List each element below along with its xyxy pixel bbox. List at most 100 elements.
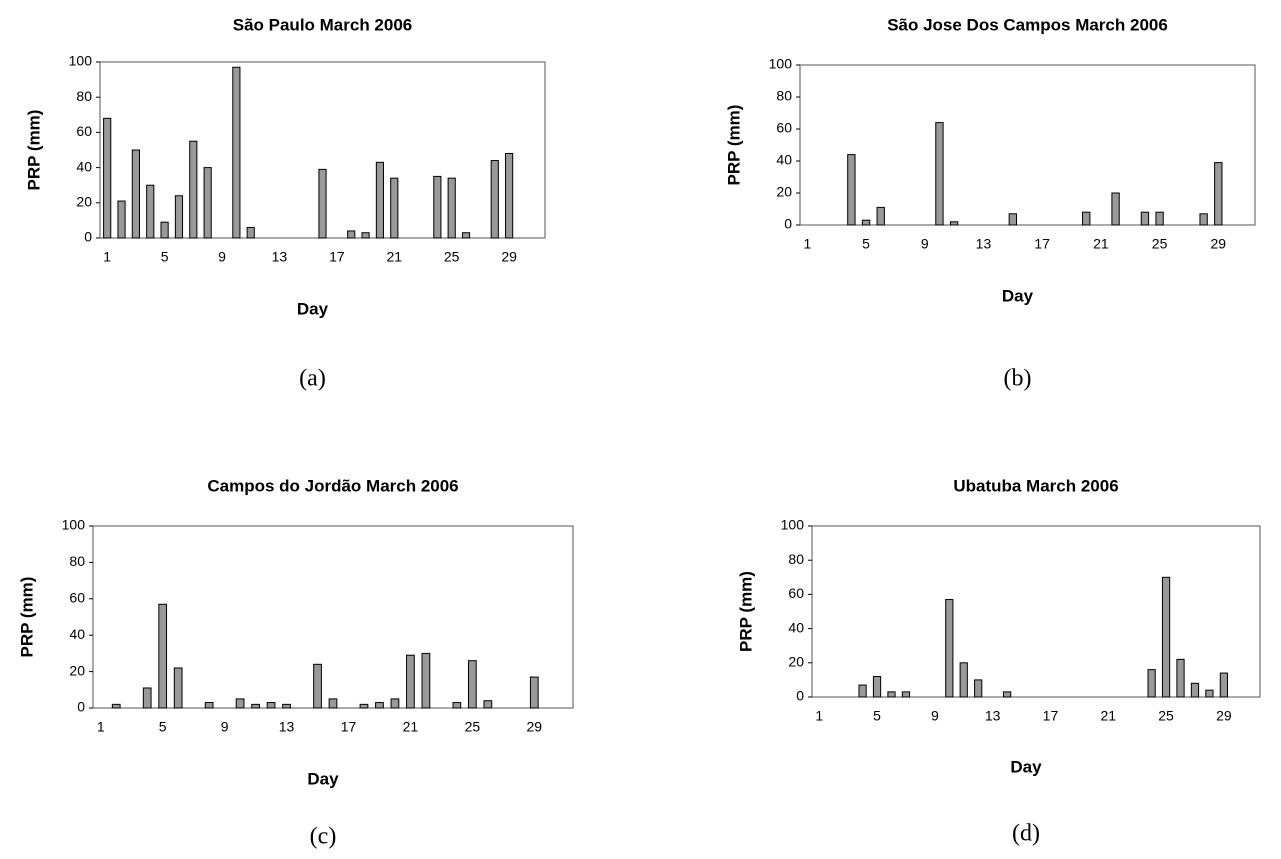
x-tick-label: 13 <box>272 249 288 265</box>
y-tick-label: 60 <box>776 120 792 136</box>
bar <box>949 221 959 226</box>
bar <box>328 698 338 709</box>
bar <box>111 703 121 709</box>
bar <box>1147 669 1156 698</box>
x-tick-label: 17 <box>329 249 345 265</box>
y-axis-label: PRP (mm) <box>17 577 36 658</box>
bar <box>490 160 499 239</box>
bar <box>483 700 493 709</box>
x-tick-label: 9 <box>931 708 939 724</box>
x-tick-label: 5 <box>862 236 870 252</box>
y-tick-label: 40 <box>788 619 804 635</box>
chart-title: Ubatuba March 2006 <box>953 476 1118 495</box>
bar <box>146 184 155 239</box>
y-tick-label: 60 <box>788 585 804 601</box>
bar <box>529 676 539 709</box>
bar <box>204 702 214 709</box>
bar <box>174 195 184 239</box>
plot-frame <box>811 525 1261 698</box>
y-tick-label: 100 <box>781 517 805 533</box>
x-tick-label: 1 <box>103 249 111 265</box>
x-tick-label: 21 <box>403 719 419 735</box>
bar <box>505 153 514 239</box>
y-tick-label: 80 <box>788 551 804 567</box>
bar <box>313 663 322 709</box>
y-tick-label: 100 <box>769 56 793 72</box>
bar <box>1008 213 1017 226</box>
y-tick-label: 40 <box>69 626 85 642</box>
bar <box>1214 162 1223 226</box>
bar <box>359 703 369 709</box>
bar <box>1190 682 1200 698</box>
y-tick-label: 80 <box>76 88 92 104</box>
x-axis-label: Day <box>1002 286 1034 305</box>
y-tick-label: 80 <box>69 553 85 569</box>
x-tick-label: 29 <box>527 719 543 735</box>
bar <box>861 219 871 226</box>
bar <box>390 698 400 709</box>
bar <box>318 168 327 239</box>
y-tick-label: 80 <box>776 88 792 104</box>
bar <box>347 230 356 239</box>
bar <box>935 122 944 226</box>
x-tick-label: 21 <box>1100 708 1116 724</box>
bar <box>131 149 140 239</box>
y-tick-label: 0 <box>84 229 92 245</box>
bar <box>887 691 896 698</box>
x-axis-label: Day <box>297 299 329 318</box>
x-tick-label: 21 <box>386 249 402 265</box>
bar <box>447 177 456 239</box>
bar <box>390 177 399 239</box>
x-tick-label: 5 <box>161 249 169 265</box>
bar <box>1002 691 1012 698</box>
x-tick-label: 17 <box>1043 708 1059 724</box>
bar <box>959 662 968 698</box>
bar <box>461 232 471 239</box>
bar <box>158 603 168 709</box>
bar <box>467 660 477 709</box>
x-axis-label: Day <box>307 769 339 788</box>
bar <box>160 221 169 239</box>
bar <box>421 652 431 709</box>
bar <box>173 667 183 709</box>
y-tick-label: 0 <box>77 699 85 715</box>
x-tick-label: 25 <box>444 249 460 265</box>
y-tick-label: 20 <box>76 194 92 210</box>
x-tick-label: 5 <box>159 719 167 735</box>
x-tick-label: 13 <box>976 236 992 252</box>
x-tick-label: 17 <box>341 719 357 735</box>
bar <box>375 702 384 709</box>
x-tick-label: 1 <box>803 236 811 252</box>
bar <box>858 684 867 698</box>
bar <box>203 167 212 239</box>
y-tick-label: 100 <box>62 517 86 533</box>
x-tick-label: 5 <box>873 708 881 724</box>
x-tick-label: 29 <box>1211 236 1227 252</box>
chart-title: São Paulo March 2006 <box>233 15 413 34</box>
bar <box>251 703 260 709</box>
x-tick-label: 25 <box>1158 708 1174 724</box>
y-tick-label: 100 <box>69 53 93 69</box>
caption: (d) <box>1012 821 1040 847</box>
x-tick-label: 13 <box>985 708 1001 724</box>
caption: (b) <box>1004 366 1032 392</box>
bar <box>189 140 198 239</box>
y-tick-label: 60 <box>69 590 85 606</box>
bar <box>847 154 856 226</box>
x-tick-label: 9 <box>218 249 226 265</box>
bar <box>361 232 370 239</box>
bar <box>406 654 415 709</box>
bar <box>876 206 885 226</box>
bar <box>232 66 241 239</box>
y-axis-label: PRP (mm) <box>736 571 755 652</box>
x-tick-label: 21 <box>1093 236 1109 252</box>
caption: (c) <box>310 824 337 850</box>
bar <box>1176 658 1185 698</box>
bar <box>872 675 882 698</box>
bar <box>1082 211 1091 226</box>
x-tick-label: 17 <box>1034 236 1050 252</box>
x-tick-label: 1 <box>815 708 823 724</box>
chart-title: Campos do Jordão March 2006 <box>207 476 458 495</box>
chart-title: São Jose Dos Campos March 2006 <box>887 15 1168 34</box>
